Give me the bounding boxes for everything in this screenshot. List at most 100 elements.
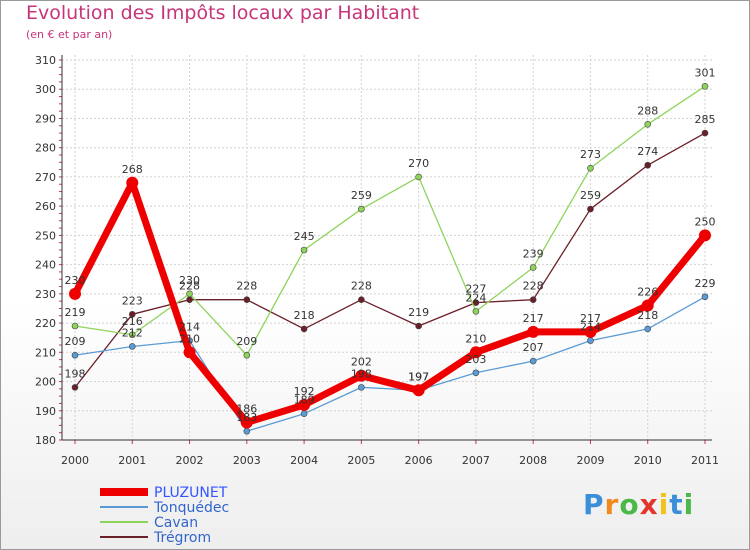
data-label: 216 — [122, 315, 143, 328]
data-label: 219 — [408, 306, 429, 319]
data-label: 285 — [695, 113, 716, 126]
data-label: 301 — [695, 66, 716, 79]
data-point — [243, 427, 251, 435]
data-point — [644, 121, 652, 128]
y-tick-label: 210 — [35, 346, 56, 359]
data-point — [701, 83, 709, 90]
y-tick-label: 180 — [35, 434, 56, 447]
y-tick-label: 250 — [35, 229, 56, 242]
data-label: 226 — [637, 286, 658, 299]
data-point — [587, 337, 594, 344]
data-label: 270 — [408, 157, 429, 170]
y-tick-label: 270 — [35, 171, 56, 184]
chart-title: Evolution des Impôts locaux par Habitant — [26, 2, 420, 24]
data-point — [587, 164, 594, 172]
logo-letter: t — [669, 488, 684, 521]
data-point — [529, 296, 537, 303]
data-label: 207 — [523, 341, 544, 354]
data-point — [584, 325, 597, 338]
y-tick-label: 240 — [35, 259, 56, 272]
data-point — [699, 229, 711, 242]
data-point — [183, 346, 196, 359]
legend-label: PLUZUNET — [154, 485, 228, 501]
x-tick-label: 2004 — [290, 454, 318, 467]
x-tick-label: 2005 — [347, 454, 375, 467]
data-label: 227 — [465, 283, 486, 296]
data-point — [128, 343, 136, 350]
series-line-1 — [74, 296, 706, 432]
x-tick-label: 2006 — [405, 454, 433, 467]
y-tick-label: 290 — [35, 112, 56, 125]
y-tick-label: 190 — [35, 405, 56, 418]
series-lines — [69, 83, 711, 435]
data-point — [355, 369, 368, 382]
data-point — [701, 293, 709, 301]
series-line-0 — [71, 179, 708, 426]
data-label: 214 — [179, 321, 200, 334]
y-tick-label: 230 — [35, 288, 56, 301]
data-label: 209 — [236, 335, 257, 348]
logo-letter: o — [619, 488, 640, 521]
logo-letter: i — [683, 488, 695, 521]
data-label: 273 — [580, 148, 601, 161]
data-label: 186 — [236, 402, 257, 415]
x-tick-label: 2003 — [233, 454, 261, 467]
data-point — [69, 287, 81, 300]
data-point — [472, 308, 480, 315]
data-label: 218 — [637, 309, 658, 322]
data-point — [587, 205, 594, 213]
y-tick-label: 280 — [35, 142, 56, 155]
data-label: 214 — [580, 321, 601, 334]
data-label: 259 — [580, 189, 601, 202]
data-label: 223 — [122, 294, 143, 307]
data-label: 250 — [695, 215, 716, 228]
data-point — [358, 384, 365, 391]
x-tick-label: 2001 — [118, 454, 146, 467]
data-label: 219 — [65, 306, 86, 319]
y-tick-label: 200 — [35, 376, 56, 389]
data-label: 245 — [294, 230, 315, 243]
data-point — [641, 299, 654, 312]
data-point — [240, 416, 253, 429]
data-label: 189 — [294, 394, 315, 407]
data-point — [412, 384, 425, 397]
data-point — [529, 264, 537, 271]
series-line-2 — [74, 85, 706, 356]
data-point — [300, 325, 308, 333]
proxiti-logo: Proxiti — [583, 488, 694, 521]
data-label: 183 — [236, 411, 257, 424]
series-line-3 — [74, 132, 706, 388]
data-label: 198 — [65, 367, 86, 380]
data-point — [71, 351, 79, 359]
y-tick-label: 300 — [35, 83, 56, 96]
data-label: 274 — [637, 145, 658, 158]
data-point — [644, 161, 652, 169]
x-tick-label: 2009 — [576, 454, 604, 467]
data-point — [128, 311, 136, 318]
data-point — [71, 322, 79, 330]
data-label: 228 — [179, 280, 200, 293]
data-label: 228 — [351, 280, 372, 293]
data-label: 192 — [294, 385, 315, 398]
grid-lines — [62, 55, 712, 440]
data-point — [701, 129, 709, 137]
data-labels: 198 223 228 228 218 228 219 227 228 259 274 285 219 2… — [65, 66, 716, 424]
data-point — [469, 346, 482, 359]
data-label: 230 — [179, 274, 200, 287]
data-point — [644, 325, 652, 333]
data-point — [186, 296, 193, 303]
data-label: 212 — [122, 326, 143, 339]
data-label: 198 — [351, 367, 372, 380]
data-label: 228 — [523, 280, 544, 293]
data-point — [472, 369, 480, 377]
logo-letter: P — [583, 488, 605, 521]
x-tick-label: 2010 — [634, 454, 662, 467]
data-point — [358, 296, 365, 303]
chart-subtitle: (en € et par an) — [26, 28, 113, 41]
data-label: 202 — [351, 356, 372, 369]
data-point — [527, 325, 540, 338]
data-label: 210 — [465, 332, 486, 345]
